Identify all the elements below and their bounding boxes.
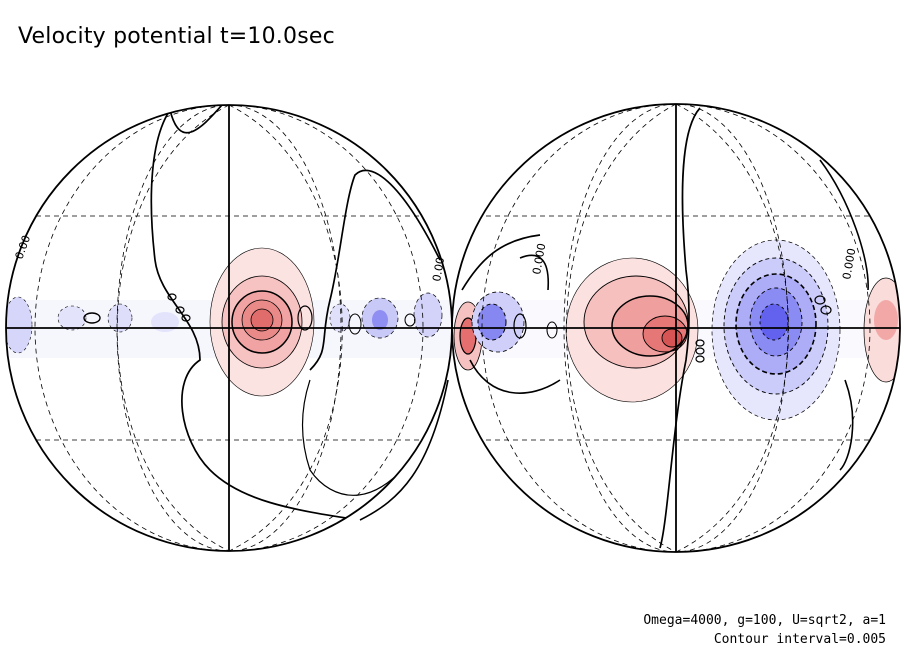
plot-title: Velocity potential t=10.0sec <box>18 24 335 49</box>
contour-label: 0.000 <box>840 247 858 280</box>
right-hemisphere <box>452 107 900 549</box>
contour-label: 0.00 <box>13 234 34 261</box>
left-hemisphere <box>6 105 452 521</box>
contour-interval-annotation: Contour interval=0.005 <box>713 632 886 647</box>
contour-labels: 0.00 0.00 0.000 0.000 <box>13 234 859 283</box>
parameter-annotation: Omega=4000, g=100, U=sqrt2, a=1 <box>643 613 886 628</box>
contour-label: 0.000 <box>530 242 548 275</box>
right-graticule <box>451 103 901 553</box>
contour-label: 0.00 <box>430 256 447 282</box>
left-graticule <box>5 104 453 552</box>
